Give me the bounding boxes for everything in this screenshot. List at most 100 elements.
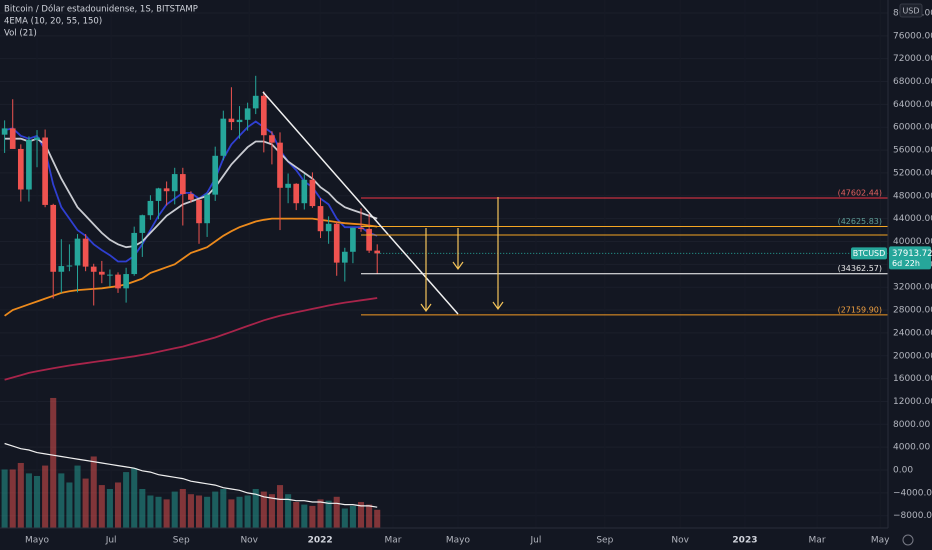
volume-bar [252, 488, 259, 528]
y-tick-label: 56000.00 [893, 146, 932, 156]
y-tick-label: 8000.00 [893, 420, 930, 430]
level-label: (42625.83) [838, 217, 882, 226]
candle-body [350, 227, 356, 252]
volume-bar [90, 456, 97, 528]
y-tick-label: 20000.00 [893, 351, 932, 361]
volume-bar [212, 491, 219, 528]
candle-body [139, 215, 146, 233]
volume-bar [268, 494, 275, 528]
volume-bar [309, 505, 316, 528]
currency-badge[interactable] [899, 3, 923, 18]
candle-body [74, 238, 81, 266]
volume-bar [33, 475, 41, 528]
candle-body [325, 223, 332, 232]
candle-body [204, 194, 210, 224]
currency[interactable]: USD [902, 7, 919, 16]
volume-label: Vol (21) [4, 29, 37, 39]
volume-bar [147, 495, 154, 528]
candle-body [107, 274, 113, 276]
volume-bar [42, 465, 49, 528]
x-tick-label: Mayo [446, 536, 471, 546]
volume-bar [260, 491, 267, 528]
symbol-tag: BTCUSD [853, 249, 886, 258]
y-tick-label: −4000.00 [893, 488, 932, 498]
volume-bar [195, 495, 203, 528]
volume-bar [123, 472, 130, 528]
x-tick-label: Nov [240, 536, 258, 546]
last-price: 37913.72 [892, 249, 932, 259]
volume-bar [228, 499, 235, 528]
y-tick-label: 0.00 [893, 466, 913, 476]
volume-bar [114, 482, 122, 528]
candle-body [269, 135, 275, 143]
arrows [420, 197, 504, 313]
settings-icon[interactable] [902, 534, 914, 546]
volume-bar [50, 397, 57, 528]
volume-bar [98, 485, 105, 528]
level-label: (34362.57) [838, 264, 882, 273]
candle-body [66, 265, 73, 267]
volume-bar [171, 491, 178, 528]
candle-body [220, 118, 227, 156]
drawings [262, 91, 888, 315]
candle-body [333, 223, 340, 263]
x-tick-label: Nov [671, 536, 689, 546]
x-tick-label: Mar [385, 536, 402, 546]
y-tick-label: 40000.00 [893, 237, 932, 247]
candle-body [82, 238, 89, 267]
volume-bar [349, 505, 356, 528]
candle-body [252, 95, 259, 109]
volume-bar [366, 504, 373, 528]
candle-body [244, 108, 251, 120]
arrow [492, 197, 504, 311]
candle-body [34, 137, 40, 140]
volume-bar [204, 496, 211, 528]
candle-body [285, 183, 291, 188]
volume-bar [374, 509, 381, 528]
y-tick-label: 52000.00 [893, 168, 932, 178]
volume-bar [285, 494, 292, 528]
candle-body [90, 266, 97, 272]
y-tick-label: 16000.00 [893, 374, 932, 384]
y-tick-label: 28000.00 [893, 306, 932, 316]
volume-bar [187, 494, 194, 528]
y-tick-label: 48000.00 [893, 191, 932, 201]
y-tick-label: 64000.00 [893, 100, 932, 110]
candle-body [98, 271, 105, 275]
volume-bar [74, 465, 81, 528]
candle-body [1, 128, 8, 135]
volume-bar [220, 488, 227, 528]
candle-body [26, 139, 32, 190]
chart-title: Bitcoin / Dólar estadounidense, 1S, BITS… [4, 4, 198, 15]
x-tick-label: Mar [809, 536, 826, 546]
volume-bar [17, 462, 24, 528]
candle-body [309, 179, 316, 207]
arrow [452, 228, 464, 271]
candle-body [188, 194, 194, 200]
volume-bar [301, 504, 308, 528]
levels: (47602.44) (42625.83) (34362.57) (27159.90) [361, 189, 888, 316]
volume-bar [155, 496, 162, 528]
x-tick-label: May [871, 536, 890, 546]
candle-body [293, 183, 300, 204]
y-tick-label: 12000.00 [893, 397, 932, 407]
volume-pane [1, 397, 381, 528]
x-tick-label: Sep [173, 536, 190, 546]
countdown: 6d 22h [892, 259, 920, 268]
price-axis: 80000.0076000.0072000.0068000.0064000.00… [851, 0, 932, 528]
candle-body [301, 179, 308, 204]
x-tick-label: Jul [530, 536, 542, 546]
candle-body [179, 174, 186, 195]
volume-bar [317, 499, 324, 528]
indicator-label: 4EMA (10, 20, 55, 150) [4, 17, 102, 27]
volume-bar [276, 485, 284, 528]
y-tick-label: 76000.00 [893, 31, 932, 41]
volume-bar [58, 473, 65, 528]
candles [1, 75, 381, 306]
candle-body [212, 155, 219, 195]
volume-bar [9, 469, 16, 528]
volume-bar [139, 488, 146, 528]
y-tick-label: 32000.00 [893, 283, 932, 293]
candle-body [9, 128, 16, 149]
